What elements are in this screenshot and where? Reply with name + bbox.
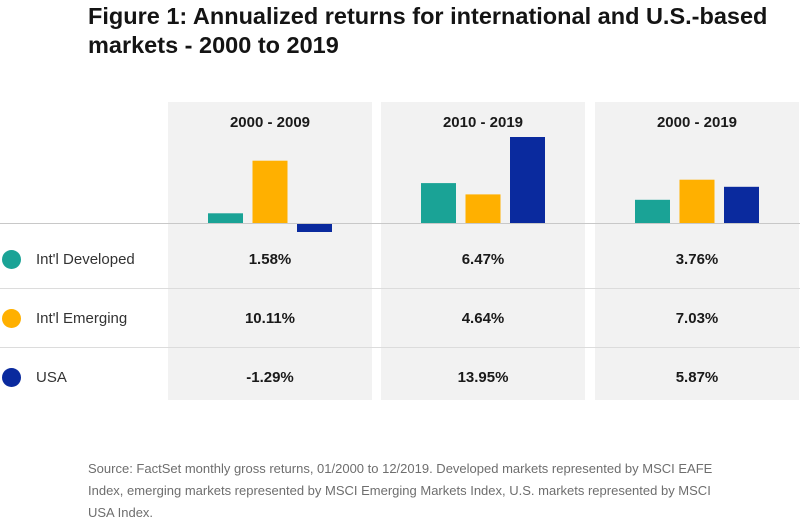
row-divider (0, 288, 800, 289)
category-label: 2010 - 2019 (442, 114, 524, 131)
legend-label-usa: USA (36, 369, 67, 386)
bar-usa-1 (297, 224, 332, 232)
bar-usa-3 (724, 186, 759, 223)
value-cell-intl-developed: 6.47% (461, 251, 505, 268)
bar-int-l-emerging-2 (465, 194, 501, 223)
value-cell-usa: 5.87% (675, 369, 719, 386)
value-cell-usa: 13.95% (457, 369, 509, 386)
legend-dot-intl-emerging (2, 309, 21, 328)
value-cell-intl-emerging: 7.03% (675, 310, 719, 327)
value-cell-intl-emerging: 4.64% (461, 310, 505, 327)
bar-int-l-emerging-3 (679, 179, 715, 223)
period-panel-1 (168, 102, 372, 400)
period-panel-3 (595, 102, 799, 400)
source-note: Source: FactSet monthly gross returns, 0… (88, 461, 713, 520)
bar-usa-2 (510, 137, 545, 223)
value-cell-usa: -1.29% (246, 369, 294, 386)
bar-int-l-developed-2 (421, 183, 456, 223)
bar-int-l-emerging-1 (252, 160, 288, 223)
legend-dot-usa (2, 368, 21, 387)
category-label: 2000 - 2009 (229, 114, 311, 131)
legend-dot-intl-developed (2, 250, 21, 269)
category-label: 2000 - 2019 (656, 114, 738, 131)
chart-title: Figure 1: Annualized returns for interna… (88, 3, 768, 58)
bar-chart (208, 137, 759, 232)
bar-int-l-developed-3 (635, 199, 670, 223)
bar-int-l-developed-1 (208, 213, 243, 223)
value-cell-intl-developed: 3.76% (675, 251, 719, 268)
legend-label-intl-emerging: Int'l Emerging (36, 310, 128, 327)
legend-label-intl-developed: Int'l Developed (36, 251, 135, 268)
row-divider (0, 347, 800, 348)
value-cell-intl-developed: 1.58% (248, 251, 292, 268)
period-panel-2 (381, 102, 585, 400)
value-cell-intl-emerging: 10.11% (244, 310, 296, 327)
zero-baseline (0, 223, 800, 224)
